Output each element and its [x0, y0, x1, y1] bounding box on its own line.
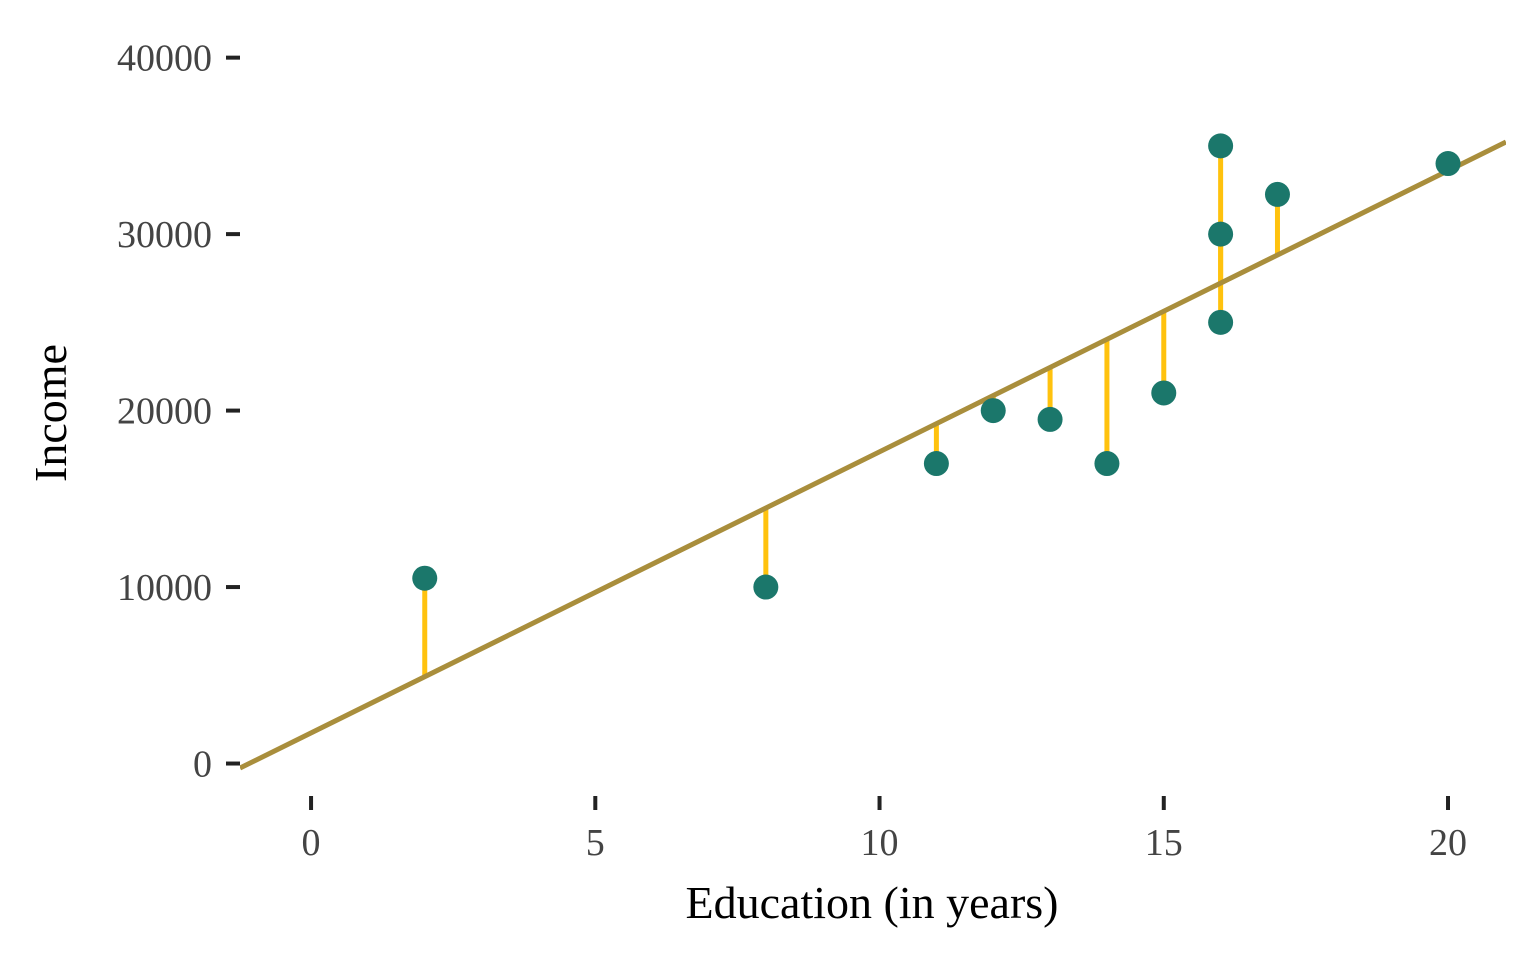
- point: [1094, 451, 1120, 477]
- x-axis-title: Education (in years): [686, 877, 1059, 928]
- y-axis-title: Income: [25, 344, 76, 482]
- trend-line: [240, 139, 1506, 771]
- x-tick-label: 10: [861, 822, 899, 864]
- y-tick-label: 20000: [117, 391, 212, 433]
- point: [412, 565, 438, 591]
- x-tick-label: 5: [586, 822, 605, 864]
- point: [980, 398, 1006, 424]
- y-tick-label: 40000: [117, 38, 212, 80]
- point: [1208, 221, 1234, 247]
- point: [1208, 309, 1234, 335]
- x-tick-label: 0: [302, 822, 321, 864]
- point: [923, 451, 949, 477]
- point: [1037, 406, 1063, 432]
- point: [1435, 151, 1461, 177]
- x-tick-label: 15: [1145, 822, 1183, 864]
- y-tick-label: 30000: [117, 214, 212, 256]
- point: [1208, 133, 1234, 159]
- y-tick-label: 10000: [117, 567, 212, 609]
- point: [1151, 380, 1177, 406]
- point: [1264, 181, 1290, 207]
- y-tick-label: 0: [193, 744, 212, 786]
- point: [753, 574, 779, 600]
- x-tick-label: 20: [1429, 822, 1467, 864]
